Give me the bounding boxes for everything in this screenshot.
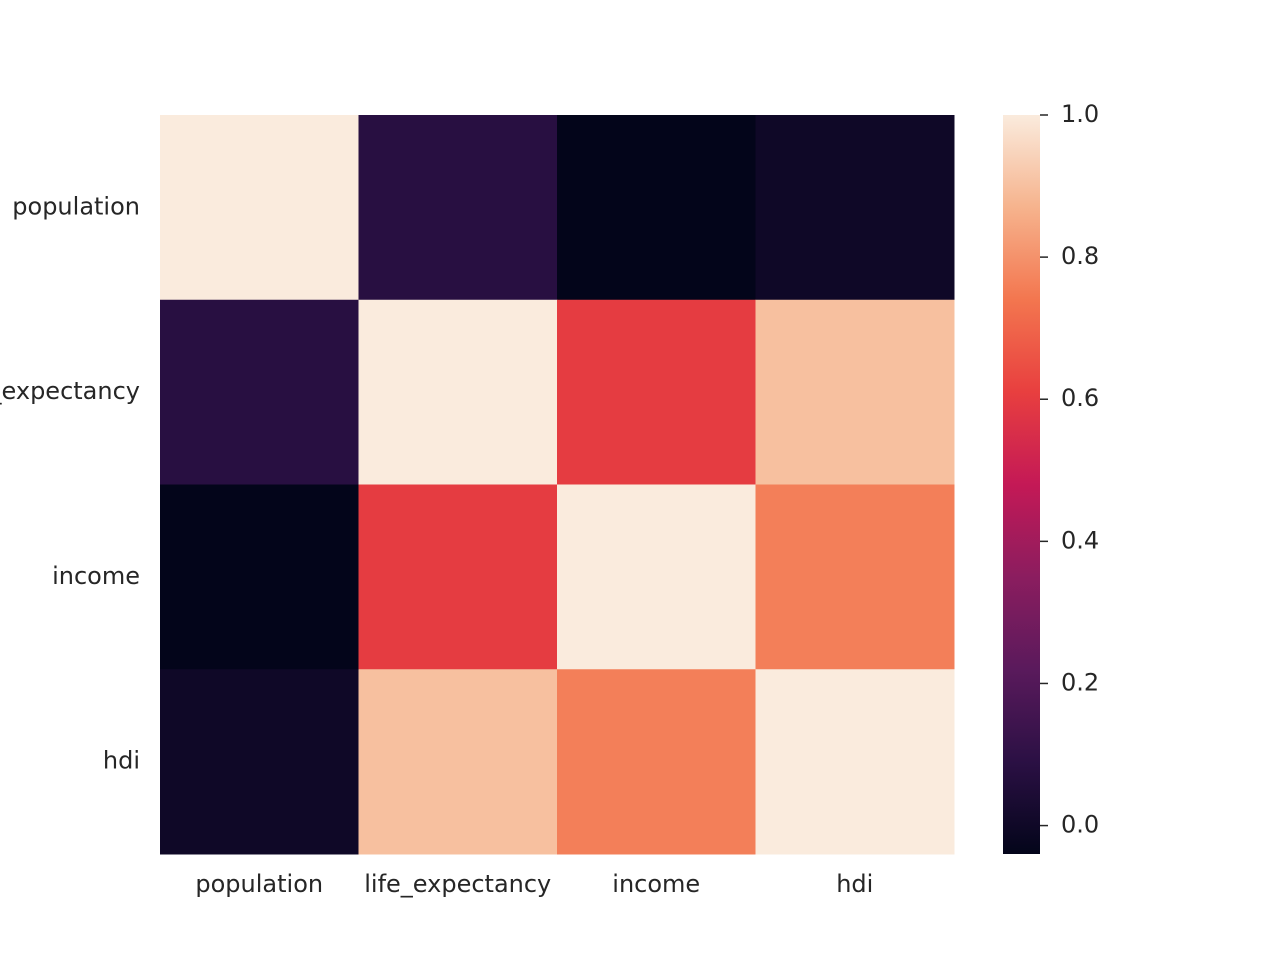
y-tick-label: life_expectancy	[0, 377, 140, 405]
heatmap-cells	[160, 115, 955, 855]
colorbar-tick-label: 0.2	[1061, 668, 1099, 696]
colorbar-tick-label: 0.4	[1061, 526, 1099, 554]
x-tick-label: population	[195, 870, 323, 898]
colorbar-tick-label: 0.8	[1061, 242, 1099, 270]
heatmap-cell	[358, 669, 558, 855]
y-tick-label: hdi	[103, 747, 140, 775]
colorbar-tick-label: 1.0	[1061, 100, 1099, 128]
colorbar-gradient	[1003, 115, 1040, 854]
colorbar: 1.0 0.8 0.6 0.4 0.2 0.0	[1003, 100, 1099, 854]
colorbar-tick-label: 0.0	[1061, 811, 1099, 839]
heatmap-cell	[160, 115, 359, 301]
heatmap-cell	[358, 115, 558, 301]
y-tick-label: population	[12, 192, 140, 220]
heatmap-cell	[755, 115, 955, 301]
heatmap-cell	[557, 669, 756, 855]
heatmap-cell	[557, 115, 756, 301]
x-tick-label: hdi	[836, 870, 873, 898]
heatmap-cell	[160, 669, 359, 855]
heatmap-cell	[358, 484, 558, 670]
heatmap-cell	[358, 299, 558, 485]
x-axis-labels: population life_expectancy income hdi	[195, 870, 873, 898]
heatmap-cell	[557, 299, 756, 485]
heatmap-cell	[755, 484, 955, 670]
heatmap-cell	[160, 484, 359, 670]
heatmap-cell	[755, 299, 955, 485]
heatmap-cell	[160, 299, 359, 485]
x-tick-label: life_expectancy	[364, 870, 551, 898]
heatmap-cell	[557, 484, 756, 670]
colorbar-tick-label: 0.6	[1061, 384, 1099, 412]
x-tick-label: income	[612, 870, 700, 898]
heatmap-cell	[755, 669, 955, 855]
y-tick-label: income	[52, 562, 140, 590]
